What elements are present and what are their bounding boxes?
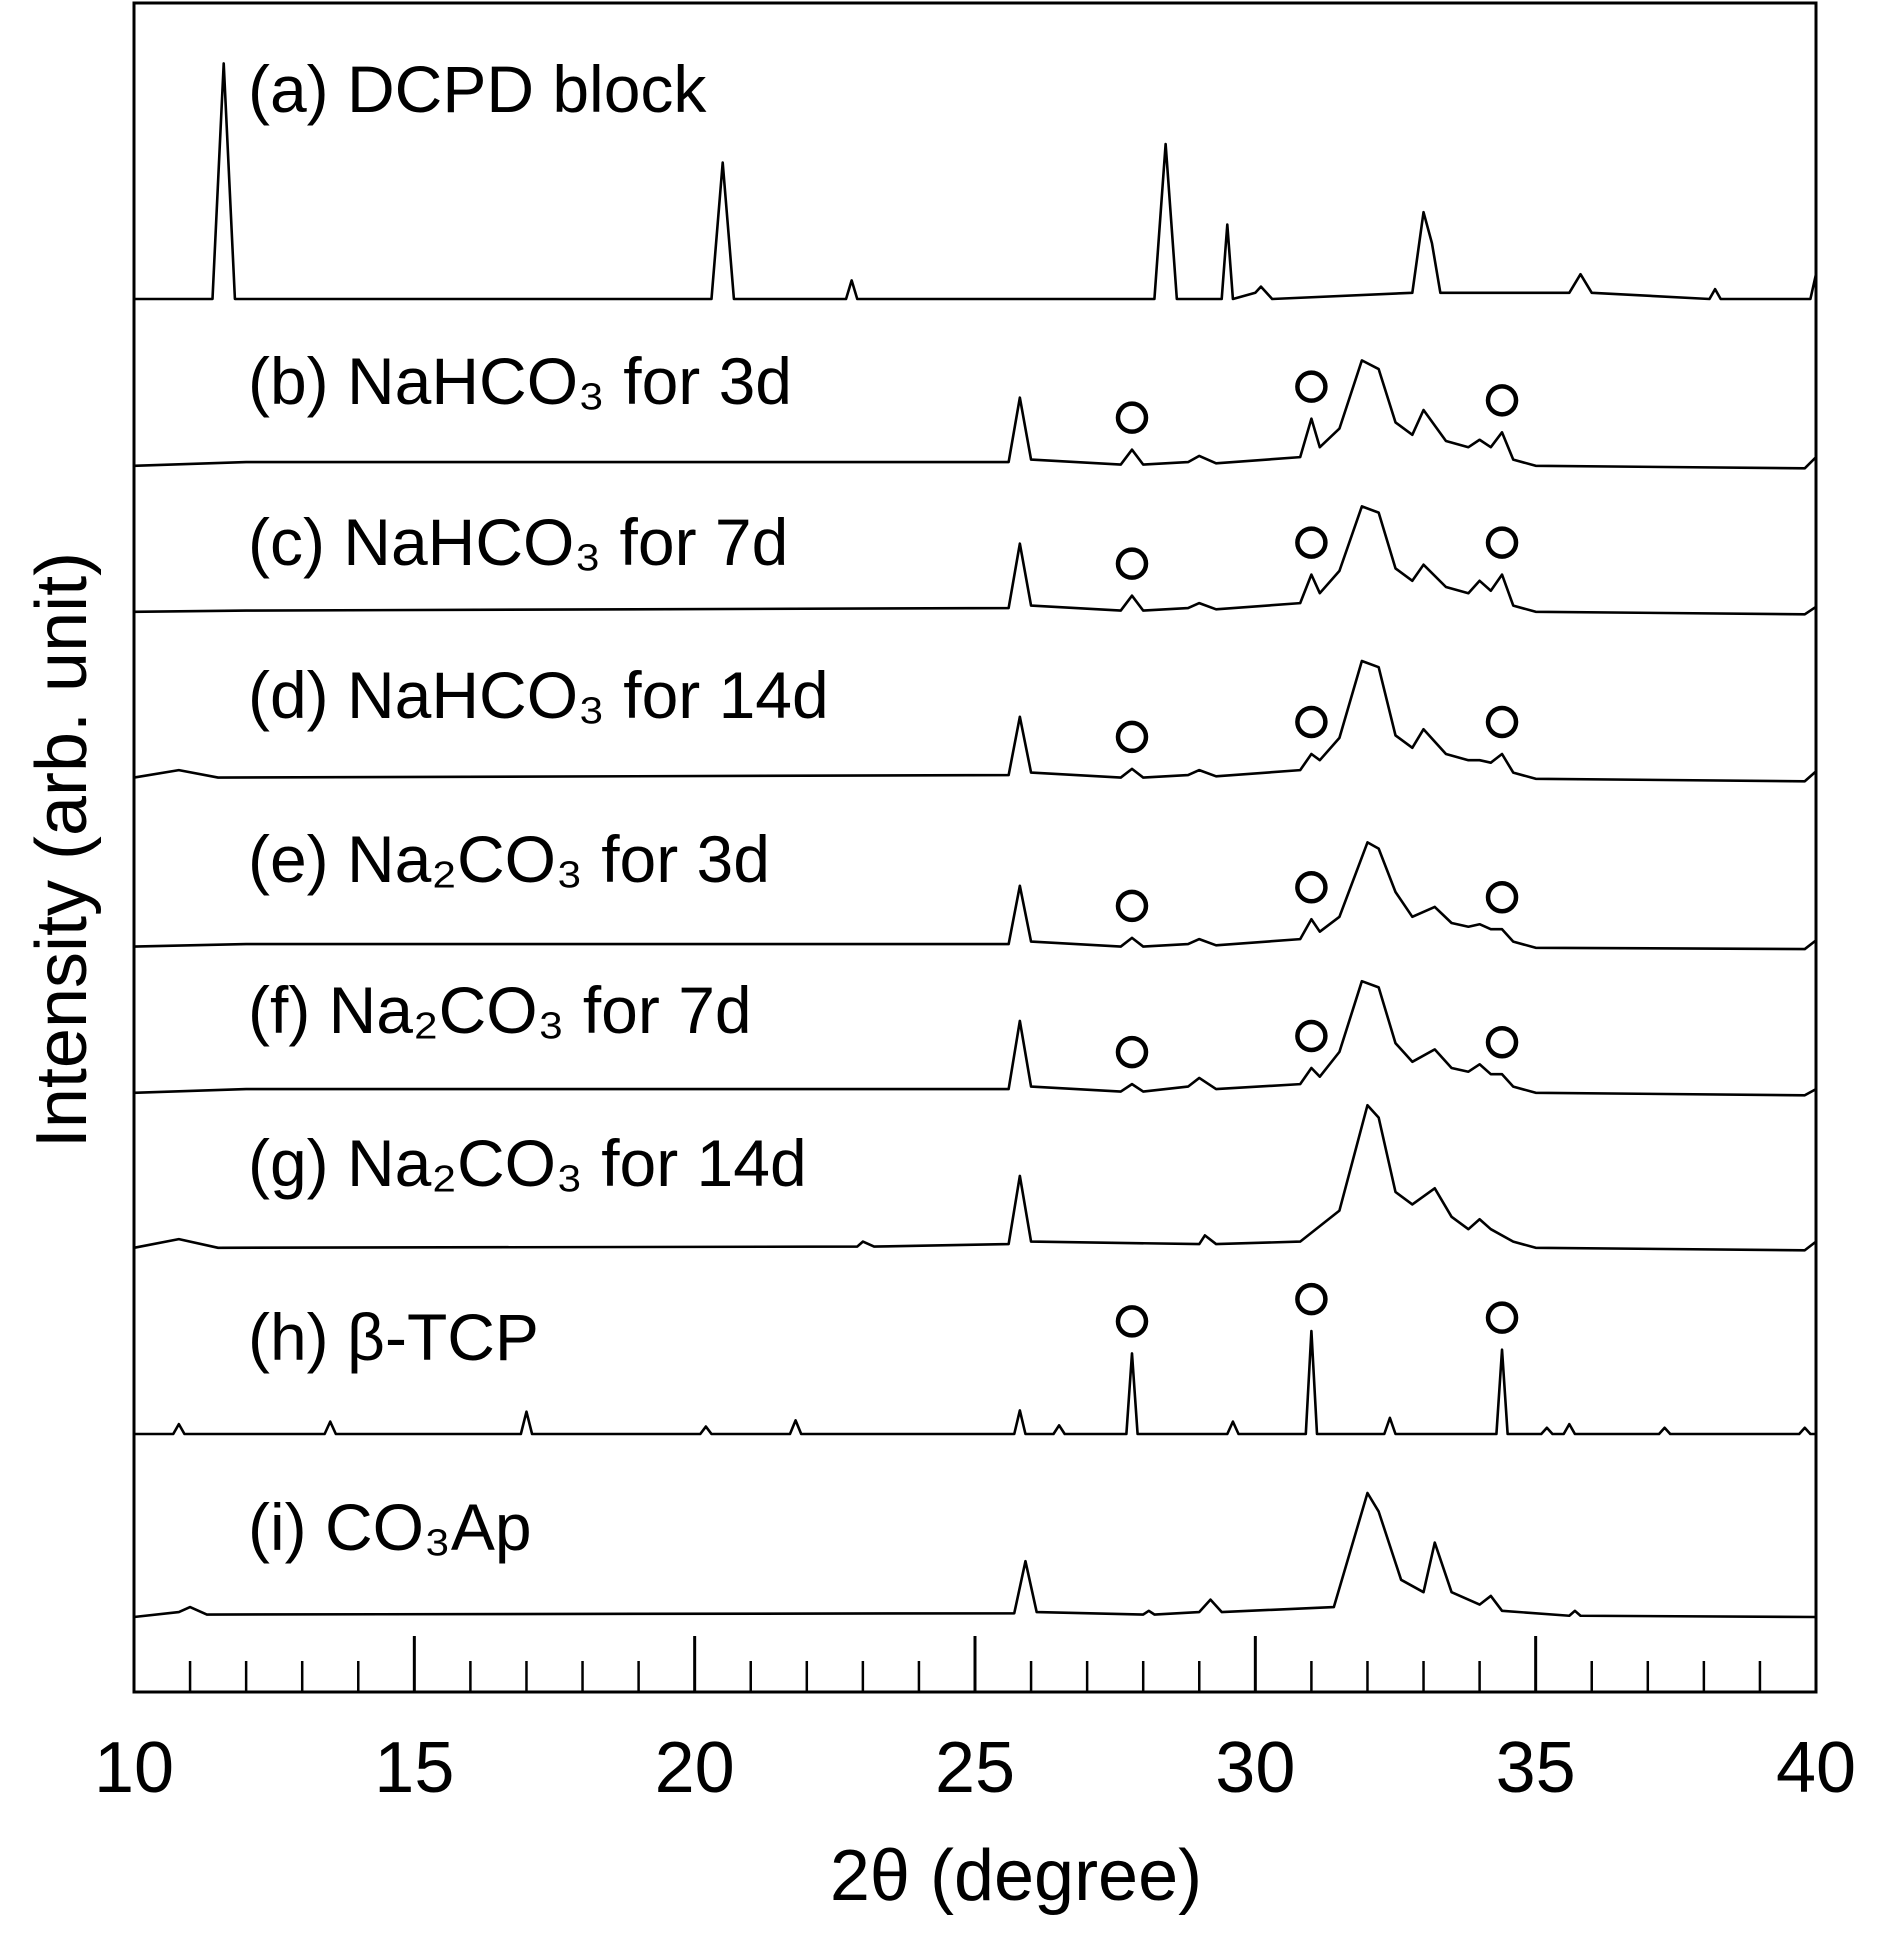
xrd-trace bbox=[133, 1491, 1817, 1619]
x-tick-label: 10 bbox=[94, 1728, 174, 1808]
trace-label: (g) Na₂CO₃ for 14d bbox=[248, 1126, 807, 1200]
trace-label: (e) Na₂CO₃ for 3d bbox=[248, 822, 770, 896]
x-tick-label: 20 bbox=[655, 1728, 735, 1808]
phase-marker bbox=[1115, 720, 1149, 754]
phase-marker bbox=[1115, 889, 1149, 923]
x-tick-label: 35 bbox=[1496, 1728, 1576, 1808]
phase-marker bbox=[1115, 1305, 1149, 1338]
phase-marker bbox=[1485, 526, 1519, 559]
trace-label: (c) NaHCO₃ for 7d bbox=[248, 505, 788, 579]
phase-marker bbox=[1485, 1301, 1519, 1334]
phase-marker bbox=[1485, 1025, 1519, 1059]
x-tick-label: 40 bbox=[1776, 1728, 1856, 1808]
trace-label: (f) Na₂CO₃ for 7d bbox=[248, 973, 752, 1047]
xrd-trace bbox=[134, 1329, 1816, 1436]
phase-marker bbox=[1115, 1035, 1149, 1069]
trace-label: (b) NaHCO₃ for 3d bbox=[248, 344, 792, 418]
trace-label: (a) DCPD block bbox=[248, 52, 707, 126]
phase-marker bbox=[1295, 526, 1328, 559]
phase-marker bbox=[1295, 370, 1328, 403]
phase-marker bbox=[1485, 384, 1519, 417]
phase-marker bbox=[1485, 705, 1519, 739]
phase-marker bbox=[1295, 1282, 1328, 1316]
x-tick-label: 25 bbox=[935, 1728, 1015, 1808]
y-axis-label: Intensity (arb. unit) bbox=[22, 552, 102, 1148]
xrd-trace bbox=[133, 841, 1817, 951]
x-axis-label: 2θ (degree) bbox=[830, 1836, 1202, 1916]
trace-label: (i) CO₃Ap bbox=[248, 1490, 532, 1564]
x-tick-label: 30 bbox=[1215, 1728, 1295, 1808]
xrd-trace bbox=[133, 1103, 1817, 1252]
phase-marker bbox=[1295, 871, 1328, 904]
trace-label: (h) β-TCP bbox=[248, 1300, 539, 1374]
phase-marker bbox=[1295, 1019, 1328, 1053]
phase-marker bbox=[1485, 880, 1519, 914]
phase-marker bbox=[1115, 401, 1149, 434]
phase-marker bbox=[1295, 705, 1328, 739]
xrd-trace bbox=[134, 62, 1818, 301]
xrd-trace bbox=[133, 359, 1817, 470]
trace-label: (d) NaHCO₃ for 14d bbox=[248, 658, 829, 732]
x-tick-label: 15 bbox=[374, 1728, 454, 1808]
phase-marker bbox=[1115, 547, 1149, 580]
xrd-trace bbox=[133, 979, 1817, 1097]
xrd-trace bbox=[133, 659, 1817, 783]
xrd-trace bbox=[133, 505, 1817, 616]
